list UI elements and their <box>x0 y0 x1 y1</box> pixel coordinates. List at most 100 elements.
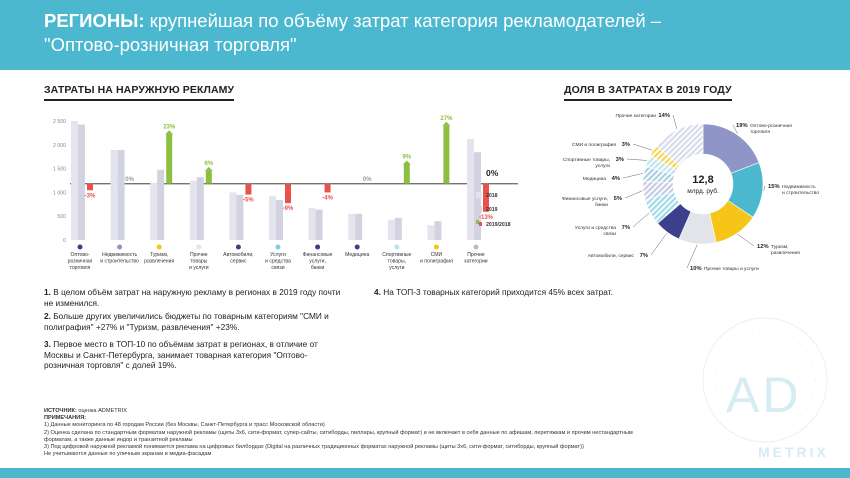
pie-leader-line <box>632 212 650 228</box>
category-label: Недвижимость <box>102 252 137 258</box>
category-label: банки <box>311 265 325 271</box>
pie-leader-line <box>632 143 653 151</box>
legend-label: 2019 <box>486 207 498 213</box>
header-banner: РЕГИОНЫ: крупнейшая по объёму затрат кат… <box>0 0 850 70</box>
pie-slice-label: связи <box>603 232 616 237</box>
pie-slice-label: Автомобили, сервис <box>588 253 635 259</box>
category-label: Финансовые <box>303 252 333 258</box>
pie-pct-label: 12% <box>757 244 769 250</box>
note-line-4: Не учитываются данные по уличным экранам… <box>44 451 212 458</box>
category-label: товары, <box>388 258 407 264</box>
change-label: 6% <box>204 161 213 167</box>
pie-pct-label: 4% <box>612 176 620 182</box>
category-label: услуги, <box>309 258 326 264</box>
category-dot-icon <box>156 244 162 250</box>
change-label: -9% <box>283 206 294 212</box>
pie-slice-label: Медицина <box>583 176 607 182</box>
category-label: Медицина <box>345 252 369 258</box>
category-label: и строительство <box>100 258 139 264</box>
pie-slice-label: Финансовые услуги, <box>562 196 608 202</box>
category-label: категории <box>464 258 487 264</box>
change-label: 27% <box>440 116 453 122</box>
change-arrow-up <box>204 166 213 171</box>
change-bar <box>443 125 450 184</box>
note-1: 1. В целом объём затрат на наружную рекл… <box>44 287 341 308</box>
bar-2019 <box>78 124 85 240</box>
pie-pct-label: 7% <box>640 253 648 259</box>
notes-label: ПРИМЕЧАНИЯ: <box>44 415 87 422</box>
bar-2019 <box>394 217 402 240</box>
bar-2019 <box>276 200 283 240</box>
bar-2019 <box>236 194 244 240</box>
bar-2019 <box>315 209 323 240</box>
category-dot-icon <box>235 244 241 250</box>
pie-pct-label: 5% <box>614 196 622 202</box>
pie-chart-section-title: ДОЛЯ В ЗАТРАТАХ В 2019 ГОДУ <box>564 84 732 101</box>
y-tick-label: 500 <box>57 214 66 220</box>
category-label: Прочие <box>190 252 208 258</box>
bar-2019 <box>157 169 165 240</box>
bar-2018 <box>71 121 78 240</box>
bar-2018 <box>110 150 118 240</box>
pie-pct-label: 19% <box>736 123 748 129</box>
pie-pct-label: 3% <box>616 157 624 163</box>
category-label: Оптово- <box>70 252 89 258</box>
category-label: сервис <box>230 258 247 264</box>
legend-label: 2019/2018 <box>486 222 511 228</box>
category-dot-icon <box>117 244 123 250</box>
source-notes: ИСТОЧНИК: оценка ADMETRIX ПРИМЕЧАНИЯ: 1)… <box>44 408 644 458</box>
pie-leader-line <box>672 114 678 129</box>
change-arrow-up <box>165 130 174 135</box>
category-label: связи <box>271 265 284 271</box>
pie-slice-label: Спортивные товары, <box>563 157 610 163</box>
category-dot-icon <box>77 244 83 250</box>
pie-pct-label: 3% <box>622 142 630 148</box>
pie-slice-label: Прочие категории <box>615 113 656 119</box>
category-dot-icon <box>275 244 281 250</box>
category-label: Услуги <box>270 252 286 258</box>
change-bar <box>324 183 331 193</box>
change-label: -3% <box>85 193 96 199</box>
title-line-1: крупнейшая по объёму затрат категория ре… <box>144 10 662 31</box>
bar-2018 <box>348 213 356 240</box>
category-label: Туризм, <box>150 252 168 258</box>
change-bar <box>166 134 173 184</box>
y-tick-label: 1 000 <box>53 190 66 196</box>
pie-slice-label: развлечения <box>771 251 800 256</box>
note-line-1: 1) Данные мониторинга по 48 городам Росс… <box>44 422 325 429</box>
bar-2018 <box>269 196 276 240</box>
category-dot-icon <box>196 244 202 250</box>
footer-bar <box>0 468 850 478</box>
page-title: РЕГИОНЫ: крупнейшая по объёму затрат кат… <box>44 9 824 57</box>
legend-label: 2018 <box>486 193 498 199</box>
pie-slice-label: СМИ и полиграфия <box>572 142 616 148</box>
note-2: 2. Больше других увеличились бюджеты по … <box>44 311 329 332</box>
change-label: 23% <box>163 124 176 130</box>
y-tick-label: 2 500 <box>53 119 66 125</box>
y-tick-label: 0 <box>63 238 66 244</box>
logo-dial-decoration <box>702 317 828 443</box>
pie-pct-label: 7% <box>622 225 630 231</box>
pie-slice <box>656 123 704 166</box>
bar-chart: 0 500 1 000 1 500 2 000 2 500 -3% Оптово-рознич… <box>53 116 518 271</box>
category-label: Автомобили, <box>223 252 253 258</box>
category-label: Спортивные <box>382 252 411 258</box>
category-label: СМИ <box>431 252 443 258</box>
note-4: 4. На ТОП-3 товарных категорий приходитс… <box>374 287 613 297</box>
bar-2018 <box>150 182 158 240</box>
pie-pct-label: 14% <box>658 113 670 119</box>
bar-2019 <box>117 150 125 240</box>
pie-slice-label: Недвижимость <box>782 184 816 190</box>
bar-2019 <box>355 213 363 240</box>
pie-pct-label: 15% <box>768 184 780 190</box>
note-3: 3. Первое место в ТОП-10 по объёмам затр… <box>44 339 318 371</box>
title-line-2: "Оптово-розничная торговля" <box>44 34 297 55</box>
change-bar <box>205 170 212 184</box>
change-label: 0% <box>363 177 372 183</box>
change-bar <box>403 164 410 184</box>
pie-slice-label: Оптово-розничная <box>750 123 792 129</box>
category-dot-icon <box>315 244 321 250</box>
logo-ad: AD <box>726 367 802 423</box>
bar-2018 <box>467 139 474 240</box>
source-line: ИСТОЧНИК: оценка ADMETRIX <box>44 408 127 414</box>
